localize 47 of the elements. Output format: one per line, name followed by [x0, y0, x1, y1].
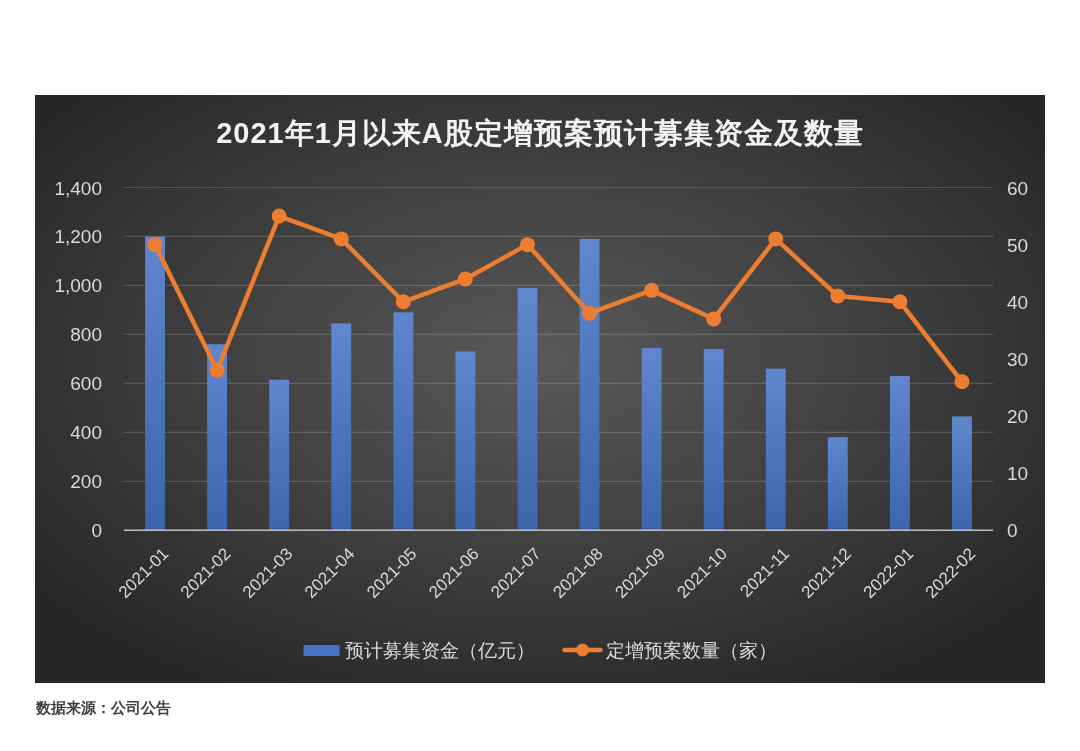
y-tick-label: 600 — [70, 373, 102, 395]
y2-tick-label: 40 — [1007, 291, 1029, 313]
bar — [641, 347, 662, 531]
point — [457, 271, 473, 287]
y2-tick-label: 10 — [1007, 463, 1029, 485]
point — [706, 311, 722, 327]
y2-tick-label: 0 — [1007, 520, 1018, 542]
bar — [579, 238, 600, 531]
y-tick-label: 200 — [70, 471, 102, 493]
bar — [331, 323, 352, 531]
bar — [145, 236, 165, 531]
bar — [703, 349, 724, 531]
point — [395, 294, 411, 310]
point — [271, 208, 287, 224]
point — [519, 237, 535, 253]
y-tick-label: 1,200 — [54, 226, 102, 248]
point — [209, 362, 225, 378]
bar — [455, 351, 476, 531]
point — [830, 288, 846, 304]
point — [954, 374, 970, 390]
y-tick-label: 1,400 — [54, 177, 102, 199]
point — [147, 237, 163, 253]
bar — [952, 416, 972, 531]
point — [333, 231, 349, 247]
y-tick-label: 1,000 — [54, 275, 102, 297]
y2-tick-label: 30 — [1007, 348, 1029, 370]
point — [768, 231, 784, 247]
bar — [889, 376, 910, 531]
bar — [207, 344, 228, 531]
point — [644, 282, 660, 298]
y-tick-label: 800 — [70, 324, 102, 346]
y-tick-label: 400 — [70, 422, 102, 444]
y2-tick-label: 20 — [1007, 406, 1029, 428]
point — [892, 294, 908, 310]
point — [582, 305, 598, 321]
bar — [269, 379, 290, 531]
source-note: 数据来源：公司公告 — [35, 699, 171, 716]
legend-label: 预计募集资金（亿元） — [344, 640, 535, 661]
y2-tick-label: 50 — [1007, 234, 1029, 256]
bar — [517, 287, 538, 531]
bar — [393, 312, 414, 531]
bar — [765, 368, 786, 531]
y2-tick-label: 60 — [1007, 177, 1029, 199]
chart-title: 2021年1月以来A股定增预案预计募集资金及数量 — [216, 117, 864, 149]
y-tick-label: 0 — [91, 520, 102, 542]
legend-label: 定增预案数量（家） — [605, 640, 777, 661]
bar — [827, 437, 848, 531]
